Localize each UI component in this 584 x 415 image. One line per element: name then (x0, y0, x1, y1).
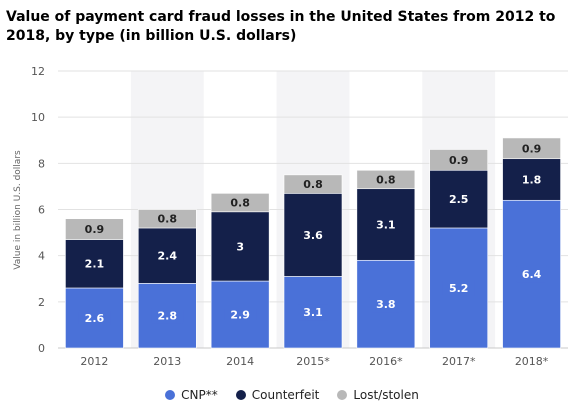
data-label-box (515, 140, 548, 157)
data-label: 1.8 (522, 173, 542, 186)
y-tick-label: 6 (38, 204, 45, 217)
legend-swatch-lost-stolen (337, 390, 348, 400)
data-label: 3.6 (303, 229, 323, 242)
data-label: 2.4 (158, 250, 178, 263)
data-label: 0.8 (376, 173, 396, 186)
y-axis-label: Value in billion U.S. dollars (13, 150, 23, 270)
x-tick-label: 2012 (80, 355, 108, 368)
data-label: 0.8 (158, 213, 178, 226)
data-label: 0.9 (522, 142, 542, 155)
y-tick-label: 0 (38, 342, 45, 355)
data-label: 5.2 (449, 282, 469, 295)
legend-label-counterfeit: Counterfeit (251, 388, 320, 402)
data-label: 3.1 (376, 219, 396, 232)
data-label-box (224, 194, 257, 211)
legend-swatch-cnp (165, 390, 176, 400)
legend-item-counterfeit[interactable]: Counterfeit (235, 388, 320, 402)
data-label-box (297, 176, 329, 193)
legend-item-cnp[interactable]: CNP** (165, 388, 218, 402)
data-label-box (78, 255, 111, 272)
y-tick-label: 10 (31, 111, 45, 124)
x-axis-ticks: 2012 2013 2014 2015* 2016* 2017* 2018* (80, 355, 548, 368)
data-label: 3.1 (303, 306, 323, 319)
data-label: 2.9 (230, 309, 250, 322)
bars: 2.6 2.1 0.9 2.8 2.4 0.8 2.9 3 0.8 3.1 3.6 0.8 3.8 3.1… (65, 137, 561, 349)
data-label-box (151, 307, 184, 324)
data-label-box (369, 296, 402, 313)
data-label-box (297, 226, 329, 243)
data-label: 0.8 (230, 197, 250, 210)
data-label: 3.8 (376, 298, 396, 311)
legend-item-lost-stolen[interactable]: Lost/stolen (337, 388, 419, 402)
x-tick-label: 2013 (153, 355, 181, 368)
y-axis-ticks: 0 2 4 6 8 10 12 (31, 65, 45, 355)
data-label: 2.1 (85, 258, 105, 271)
data-label: 2.6 (85, 312, 105, 325)
data-label: 0.9 (449, 154, 469, 167)
chart-title: Value of payment card fraud losses in th… (6, 9, 556, 44)
y-tick-label: 12 (31, 65, 45, 78)
y-tick-label: 2 (38, 296, 45, 309)
x-tick-label: 2017* (442, 355, 476, 368)
data-label: 3 (236, 240, 244, 253)
data-label-box (369, 216, 402, 233)
data-label: 2.8 (158, 310, 178, 323)
data-label: 2.5 (449, 193, 469, 206)
x-tick-label: 2015* (296, 355, 330, 368)
data-label-box (515, 171, 548, 188)
x-tick-label: 2016* (369, 355, 403, 368)
data-label-box (230, 238, 251, 255)
data-label-box (78, 221, 111, 238)
data-label-box (442, 151, 475, 168)
data-label-box (515, 266, 548, 283)
y-tick-label: 4 (38, 250, 45, 263)
data-label-box (151, 210, 184, 227)
y-tick-label: 8 (38, 157, 45, 170)
x-tick-label: 2014 (226, 355, 254, 368)
data-label-box (442, 191, 475, 208)
data-label-box (224, 306, 257, 323)
x-tick-label: 2018* (515, 355, 549, 368)
data-label-box (442, 279, 475, 296)
data-label-box (297, 304, 329, 321)
data-label-box (369, 171, 402, 188)
data-label: 0.8 (303, 178, 323, 191)
data-label-box (78, 309, 111, 326)
legend-label-cnp: CNP** (181, 388, 218, 402)
data-label: 0.9 (85, 223, 105, 236)
legend-label-lost-stolen: Lost/stolen (353, 388, 419, 402)
data-label: 6.4 (522, 268, 542, 281)
data-label-box (151, 247, 184, 264)
legend: CNP** Counterfeit Lost/stolen (0, 384, 584, 406)
legend-swatch-counterfeit (235, 390, 246, 400)
